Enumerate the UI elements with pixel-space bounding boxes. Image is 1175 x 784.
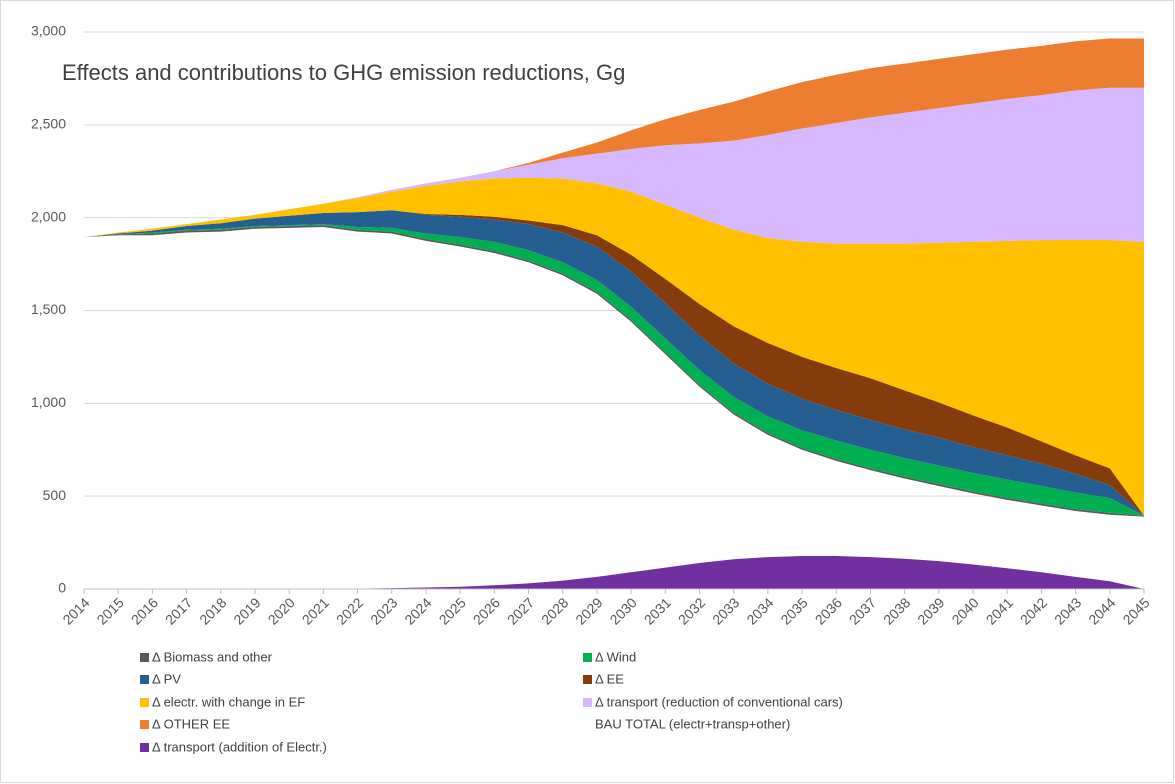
area [84, 555, 1144, 589]
area [84, 38, 1144, 238]
area [84, 87, 1144, 244]
legend-swatch [583, 675, 592, 684]
y-tick-label: 500 [43, 487, 67, 503]
y-tick-label: 1,500 [31, 301, 66, 317]
legend-swatch [140, 653, 149, 662]
y-tick-label: 2,500 [31, 116, 66, 132]
legend-label: Δ OTHER EE [152, 716, 230, 731]
y-tick-label: 1,000 [31, 394, 66, 410]
legend-swatch [583, 698, 592, 707]
area [84, 224, 1144, 516]
legend-label: Δ transport (reduction of conventional c… [595, 694, 843, 709]
legend-swatch [583, 653, 592, 662]
legend-swatch [140, 720, 149, 729]
legend-label: Δ transport (addition of Electr.) [152, 739, 327, 754]
area [84, 210, 1144, 516]
legend-swatch [140, 698, 149, 707]
legend-label: Δ Biomass and other [152, 649, 273, 664]
area [84, 177, 1144, 516]
y-tick-label: 0 [58, 580, 66, 596]
y-tick-label: 3,000 [31, 23, 66, 39]
legend-label: Δ EE [595, 671, 624, 686]
legend-label: BAU TOTAL (electr+transp+other) [595, 716, 790, 731]
y-tick-label: 2,000 [31, 208, 66, 224]
legend-swatch [140, 675, 149, 684]
legend-label: Δ PV [152, 671, 181, 686]
legend-swatch [140, 743, 149, 752]
legend-label: Δ Wind [595, 649, 636, 664]
chart-title: Effects and contributions to GHG emissio… [62, 60, 625, 85]
legend-label: Δ electr. with change in EF [152, 694, 305, 709]
